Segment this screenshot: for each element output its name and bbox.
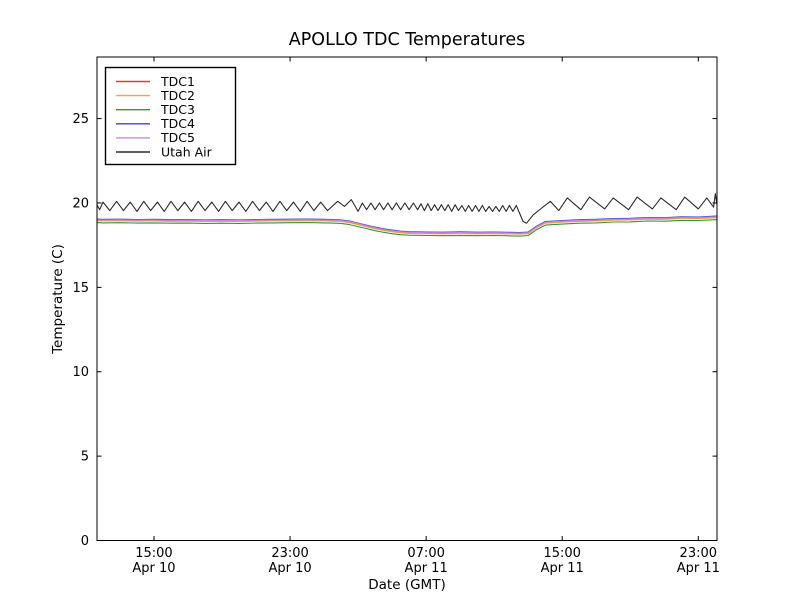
x-tick-date-label: Apr 11 [405, 561, 448, 576]
x-tick-time-label: 23:00 [271, 546, 308, 561]
legend-label: TDC4 [160, 116, 195, 131]
legend-item-tdc2: TDC2 [116, 88, 195, 103]
x-tick-date-label: Apr 10 [268, 561, 311, 576]
y-tick-label: 5 [81, 450, 89, 465]
legend-item-tdc5: TDC5 [116, 130, 195, 145]
x-tick-date-label: Apr 11 [677, 561, 720, 576]
legend-label: TDC3 [160, 102, 195, 117]
series-line-tdc2 [96, 217, 718, 235]
legend-item-tdc3: TDC3 [116, 102, 195, 117]
x-tick-time-label: 15:00 [135, 546, 172, 561]
legend-label: TDC5 [160, 130, 195, 145]
x-tick-time-label: 23:00 [680, 546, 717, 561]
series-line-tdc4 [96, 215, 718, 234]
x-tick-date-label: Apr 11 [541, 561, 584, 576]
legend-label: Utah Air [161, 144, 213, 159]
x-tick-time-label: 15:00 [543, 546, 580, 561]
legend-item-tdc1: TDC1 [116, 74, 195, 89]
y-tick-label: 20 [72, 196, 89, 211]
x-axis-label: Date (GMT) [368, 577, 445, 593]
legend-label: TDC2 [160, 88, 195, 103]
y-tick-label: 25 [72, 112, 89, 127]
x-tick-date-label: Apr 10 [132, 561, 175, 576]
chart-title: APOLLO TDC Temperatures [289, 30, 525, 50]
x-tick-time-label: 07:00 [407, 546, 444, 561]
legend-box [104, 66, 237, 166]
series-line-tdc5 [96, 216, 718, 234]
y-tick-label: 0 [81, 534, 89, 549]
series-line-utah-air [96, 193, 718, 224]
legend-label: TDC1 [160, 74, 195, 89]
y-axis-label: Temperature (C) [50, 244, 66, 355]
y-tick-label: 15 [72, 281, 89, 296]
legend-item-tdc4: TDC4 [116, 116, 195, 131]
series-line-tdc3 [96, 219, 718, 237]
legend-item-utah-air: Utah Air [116, 144, 213, 159]
y-tick-label: 10 [72, 365, 89, 380]
plot-border [96, 56, 718, 541]
